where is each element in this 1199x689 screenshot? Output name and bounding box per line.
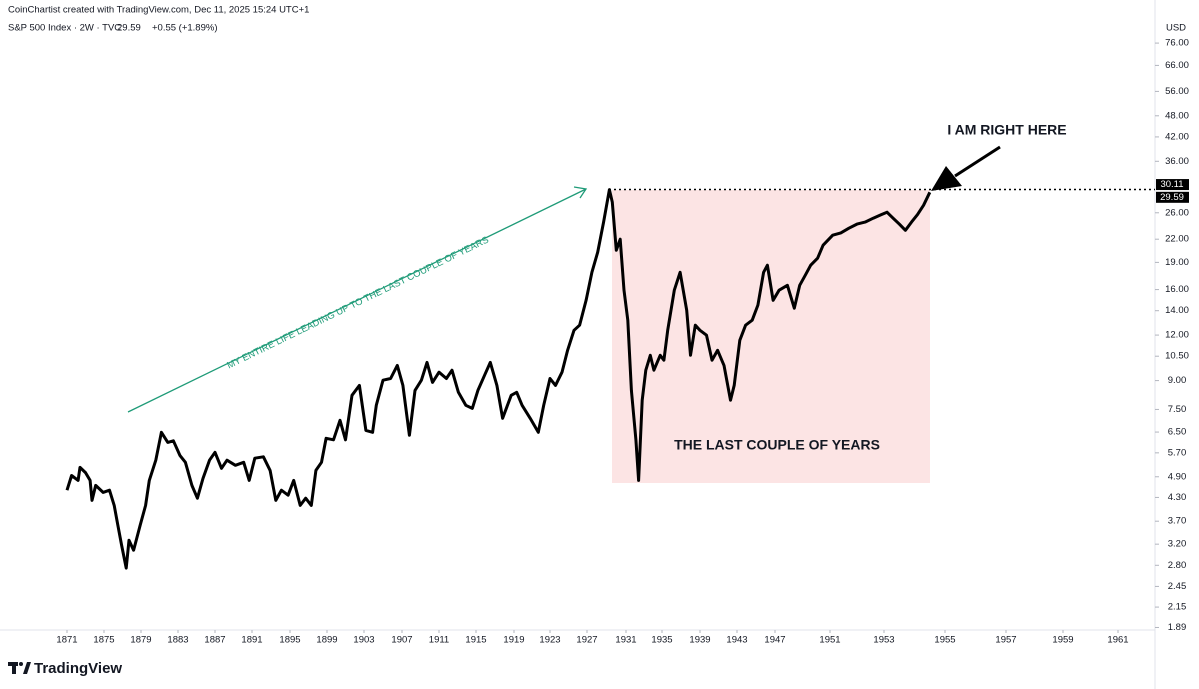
y-tick-label: 9.00 [1168,375,1187,386]
black-arrow [954,145,1001,178]
x-tick-label: 1931 [615,635,636,646]
x-tick-label: 1879 [130,635,151,646]
y-tick-label: 22.00 [1165,234,1189,245]
x-tick-label: 1947 [764,635,785,646]
x-tick-label: 1959 [1052,635,1073,646]
x-tick-label: 1939 [689,635,710,646]
x-tick-label: 1961 [1107,635,1128,646]
currency: USD [1166,23,1186,34]
price-label-box [1156,191,1189,203]
x-tick-label: 1871 [56,635,77,646]
x-tick-label: 1923 [539,635,560,646]
x-tick-label: 1915 [465,635,486,646]
brand: TradingView [34,660,122,677]
y-tick-label: 16.00 [1165,284,1189,295]
y-tick-label: 48.00 [1165,110,1189,121]
credit: CoinChartist created with TradingView.co… [8,5,309,16]
x-tick-label: 1903 [353,635,374,646]
x-tick-label: 1957 [995,635,1016,646]
x-tick-label: 1919 [503,635,524,646]
annotation: MY ENTIRE LIFE LEADING UP TO THE LAST CO… [225,235,490,372]
x-tick-label: 1891 [241,635,262,646]
y-tick-label: 2.15 [1168,602,1187,613]
x-tick-label: 1927 [576,635,597,646]
price-label: 30.11 [1160,179,1183,190]
green-arrow-head [573,186,588,199]
y-tick-label: 5.70 [1168,447,1187,458]
x-tick-label: 1899 [316,635,337,646]
y-tick-label: 6.50 [1168,427,1187,438]
y-tick-label: 12.00 [1165,330,1189,341]
y-tick-label: 26.00 [1165,207,1189,218]
x-tick-label: 1955 [934,635,955,646]
y-tick-label: 4.90 [1168,471,1187,482]
y-tick-label: 4.30 [1168,492,1187,503]
x-tick-label: 1895 [279,635,300,646]
y-tick-label: 19.00 [1165,257,1189,268]
y-tick-label: 14.00 [1165,305,1189,316]
price-line [65,188,932,570]
x-tick-label: 1953 [873,635,894,646]
x-tick-label: 1943 [726,635,747,646]
y-tick-label: 3.70 [1168,516,1187,527]
y-tick-label: 3.20 [1168,539,1187,550]
price: 29.59 [117,23,141,34]
y-tick-label: 66.00 [1165,60,1189,71]
y-tick-label: 1.89 [1168,622,1187,633]
symbol: S&P 500 Index · 2W · TVC [8,23,121,34]
y-tick-label: 7.50 [1168,404,1187,415]
y-tick-label: 56.00 [1165,86,1189,97]
x-tick-label: 1875 [93,635,114,646]
x-tick-label: 1907 [391,635,412,646]
x-tick-label: 1911 [429,635,449,646]
green-arrow [127,188,587,413]
change: +0.55 (+1.89%) [152,23,218,34]
price-label: 29.59 [1160,192,1184,203]
highlight-box [612,190,930,483]
annotation: THE LAST COUPLE OF YEARS [674,437,880,453]
x-tick-label: 1883 [167,635,188,646]
y-tick-label: 2.80 [1168,560,1187,571]
annotation: I AM RIGHT HERE [947,122,1066,138]
y-tick-label: 76.00 [1165,38,1189,49]
y-tick-label: 42.00 [1165,131,1189,142]
brand-logo [8,662,31,674]
x-tick-label: 1935 [651,635,672,646]
price-label-box [1156,179,1189,191]
x-tick-label: 1951 [819,635,840,646]
y-tick-label: 36.00 [1165,156,1189,167]
x-tick-label: 1887 [204,635,225,646]
black-arrow-head [931,166,962,191]
y-tick-label: 2.45 [1168,581,1187,592]
y-tick-label: 10.50 [1165,351,1189,362]
